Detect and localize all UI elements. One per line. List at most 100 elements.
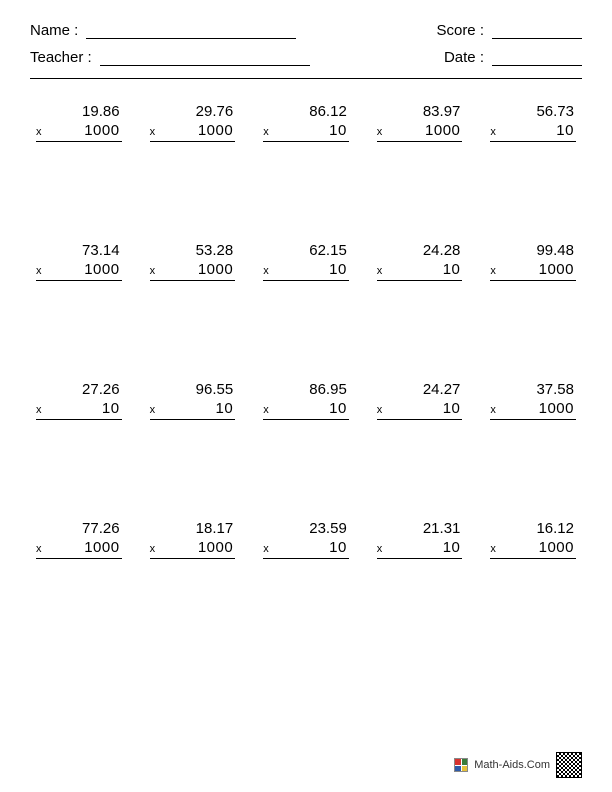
operator: x xyxy=(377,265,391,277)
operator: x xyxy=(36,126,50,138)
math-aids-logo-icon xyxy=(454,758,468,772)
problem-15: 37.58x1000 xyxy=(490,381,576,420)
multiplier: 10 xyxy=(504,122,576,139)
problem-12: 96.55x10 xyxy=(150,381,236,420)
date-blank[interactable] xyxy=(492,50,582,66)
multiplier: 10 xyxy=(277,400,349,417)
problem-20: 16.12x1000 xyxy=(490,520,576,559)
multiplier: 10 xyxy=(391,400,463,417)
multiplier: 10 xyxy=(391,261,463,278)
operator: x xyxy=(263,543,277,555)
multiplicand: 29.76 xyxy=(150,103,236,122)
operator: x xyxy=(490,543,504,555)
problem-9: 24.28 x10 xyxy=(377,242,463,281)
multiplier-row: x10 xyxy=(263,122,349,142)
name-label: Name : xyxy=(30,22,78,39)
multiplier-row: x1000 xyxy=(490,539,576,559)
problem-3: 86.12x10 xyxy=(263,103,349,142)
operator: x xyxy=(490,265,504,277)
score-blank[interactable] xyxy=(492,23,582,39)
operator: x xyxy=(377,126,391,138)
name-blank[interactable] xyxy=(86,23,296,39)
operator: x xyxy=(36,404,50,416)
multiplier-row: x10 xyxy=(36,400,122,420)
multiplier: 1000 xyxy=(504,261,576,278)
operator: x xyxy=(150,543,164,555)
problem-1: 19.86x1000 xyxy=(36,103,122,142)
multiplier-row: x10 xyxy=(490,122,576,142)
footer-site: Math-Aids.Com xyxy=(474,759,550,771)
multiplicand: 62.15 xyxy=(263,242,349,261)
multiplicand: 27.26 xyxy=(36,381,122,400)
score-label: Score : xyxy=(436,22,484,39)
problem-13: 86.95x10 xyxy=(263,381,349,420)
multiplier: 10 xyxy=(391,539,463,556)
operator: x xyxy=(490,404,504,416)
multiplicand: 16.12 xyxy=(490,520,576,539)
multiplicand: 77.26 xyxy=(36,520,122,539)
operator: x xyxy=(263,126,277,138)
teacher-field: Teacher : xyxy=(30,49,310,66)
multiplier: 1000 xyxy=(504,539,576,556)
multiplier-row: x10 xyxy=(150,400,236,420)
multiplier-row: x1000 xyxy=(490,261,576,281)
problem-10: 99.48x1000 xyxy=(490,242,576,281)
multiplier: 1000 xyxy=(50,261,122,278)
multiplier: 10 xyxy=(50,400,122,417)
multiplier: 1000 xyxy=(164,122,236,139)
teacher-label: Teacher : xyxy=(30,49,92,66)
multiplier-row: x1000 xyxy=(36,122,122,142)
multiplicand: 99.48 xyxy=(490,242,576,261)
operator: x xyxy=(36,265,50,277)
problem-16: 77.26x1000 xyxy=(36,520,122,559)
multiplier-row: x10 xyxy=(377,400,463,420)
problem-18: 23.59 x10 xyxy=(263,520,349,559)
operator: x xyxy=(490,126,504,138)
multiplicand: 21.31 xyxy=(377,520,463,539)
multiplicand: 86.95 xyxy=(263,381,349,400)
multiplicand: 24.27 xyxy=(377,381,463,400)
multiplier: 1000 xyxy=(391,122,463,139)
problem-8: 62.15x10 xyxy=(263,242,349,281)
multiplier: 10 xyxy=(277,261,349,278)
multiplicand: 37.58 xyxy=(490,381,576,400)
operator: x xyxy=(377,543,391,555)
problem-6: 73.14 x1000 xyxy=(36,242,122,281)
footer: Math-Aids.Com xyxy=(454,752,582,778)
header-divider xyxy=(30,78,582,79)
problem-2: 29.76 x1000 xyxy=(150,103,236,142)
multiplicand: 83.97 xyxy=(377,103,463,122)
problems-grid: 19.86x100029.76x100086.12x1083.97x100056… xyxy=(30,103,582,559)
multiplicand: 19.86 xyxy=(36,103,122,122)
multiplier-row: x1000 xyxy=(36,539,122,559)
teacher-blank[interactable] xyxy=(100,50,310,66)
multiplier-row: x10 xyxy=(377,539,463,559)
multiplier-row: x1000 xyxy=(150,539,236,559)
multiplier: 10 xyxy=(277,539,349,556)
multiplicand: 18.17 xyxy=(150,520,236,539)
multiplier-row: x10 xyxy=(263,400,349,420)
operator: x xyxy=(150,126,164,138)
multiplicand: 96.55 xyxy=(150,381,236,400)
problem-14: 24.27x10 xyxy=(377,381,463,420)
multiplicand: 86.12 xyxy=(263,103,349,122)
multiplier: 1000 xyxy=(50,122,122,139)
multiplicand: 73.14 xyxy=(36,242,122,261)
multiplier-row: x1000 xyxy=(150,261,236,281)
problem-7: 53.28x1000 xyxy=(150,242,236,281)
operator: x xyxy=(263,404,277,416)
operator: x xyxy=(377,404,391,416)
problem-17: 18.17x1000 xyxy=(150,520,236,559)
multiplicand: 24.28 xyxy=(377,242,463,261)
date-field: Date : xyxy=(444,49,582,66)
multiplier: 1000 xyxy=(504,400,576,417)
multiplier: 1000 xyxy=(164,261,236,278)
multiplier-row: x1000 xyxy=(377,122,463,142)
problem-11: 27.26x10 xyxy=(36,381,122,420)
qr-code-icon xyxy=(556,752,582,778)
multiplicand: 56.73 xyxy=(490,103,576,122)
multiplicand: 53.28 xyxy=(150,242,236,261)
multiplier-row: x1000 xyxy=(490,400,576,420)
multiplicand: 23.59 xyxy=(263,520,349,539)
name-field: Name : xyxy=(30,22,296,39)
